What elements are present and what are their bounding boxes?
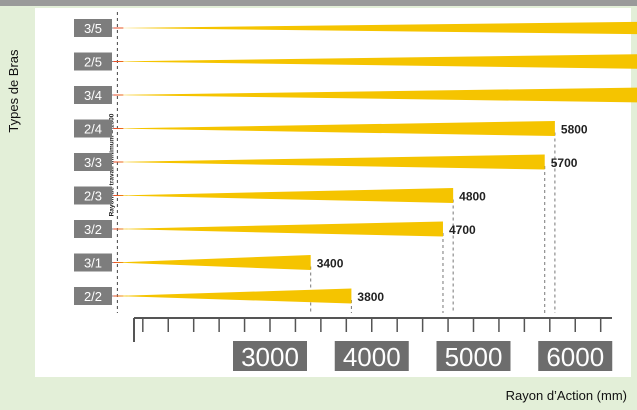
value-label: 5800: [561, 123, 588, 137]
x-tick-box: [436, 341, 511, 371]
category-box: [74, 253, 112, 272]
category-box: [74, 220, 112, 238]
value-label: 4700: [449, 223, 476, 237]
category-label: 2/4: [84, 122, 102, 137]
bar: [113, 154, 545, 170]
bar: [113, 221, 443, 237]
category-label: 2/5: [84, 55, 102, 70]
category-box: [74, 287, 112, 305]
bar: [113, 21, 637, 35]
x-tick-label: 3000: [241, 342, 299, 372]
value-label: 3400: [317, 257, 344, 271]
top-border: [0, 0, 637, 6]
category-box: [74, 186, 112, 205]
category-label: 2/3: [84, 189, 102, 204]
bar: [113, 54, 637, 69]
bar: [113, 121, 555, 136]
bar: [113, 188, 454, 203]
bar: [113, 87, 637, 103]
category-label: 3/3: [84, 155, 102, 170]
category-box: [74, 153, 112, 171]
x-tick-label: 5000: [445, 342, 503, 372]
category-label: 2/2: [84, 289, 102, 304]
x-tick-label: 6000: [546, 342, 604, 372]
x-tick-box: [233, 341, 307, 371]
value-label: 3800: [357, 290, 384, 304]
category-box: [74, 119, 112, 138]
category-label: 3/4: [84, 88, 102, 103]
x-tick-box: [538, 341, 613, 371]
bar: [113, 255, 311, 270]
category-box: [74, 52, 112, 71]
bar: [113, 288, 352, 304]
value-label: 4800: [459, 190, 486, 204]
category-label: 3/5: [84, 21, 102, 36]
x-tick-label: 4000: [343, 342, 401, 372]
x-tick-box: [334, 341, 409, 371]
value-label: 5700: [551, 156, 578, 170]
x-axis-label: Rayon d’Action (mm): [505, 388, 627, 403]
category-label: 3/2: [84, 222, 102, 237]
category-box: [74, 19, 112, 37]
category-label: 3/1: [84, 256, 102, 271]
category-box: [74, 86, 112, 104]
